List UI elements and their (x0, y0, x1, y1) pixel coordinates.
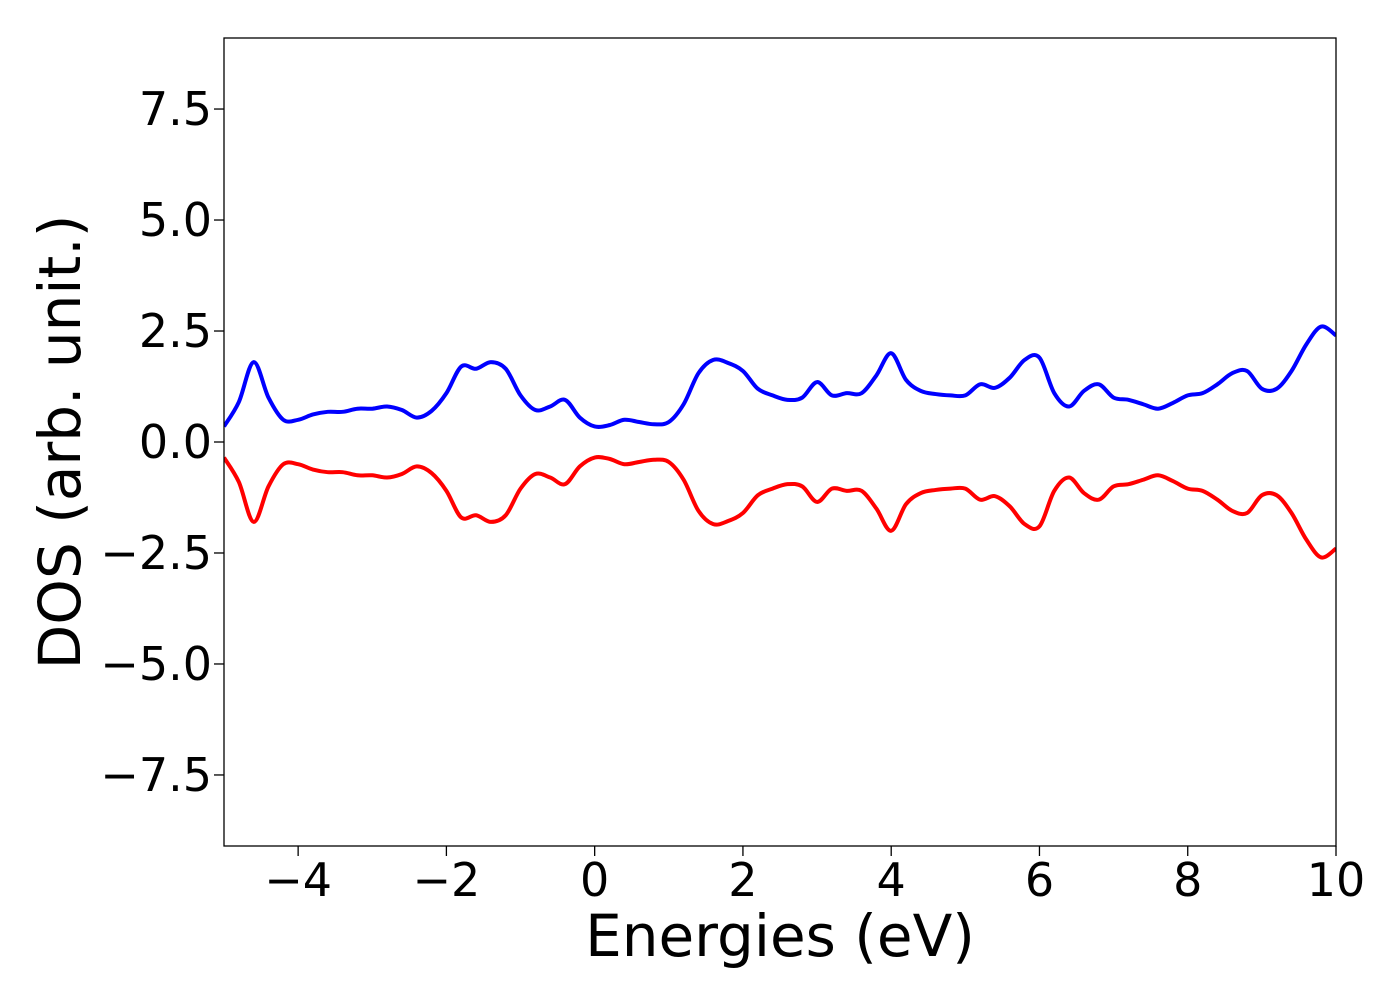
y-tick-label: 0.0 (139, 415, 212, 469)
x-tick-label: 0 (580, 853, 609, 907)
x-tick-label: −2 (412, 853, 480, 907)
x-axis: −4 −2 0 2 4 6 8 10 (264, 846, 1365, 907)
x-tick-label: 10 (1307, 853, 1366, 907)
y-tick-label: −2.5 (100, 526, 212, 580)
x-tick-label: 8 (1173, 853, 1202, 907)
y-tick-label: −7.5 (100, 748, 212, 802)
y-axis-label: DOS (arb. unit.) (26, 215, 94, 670)
x-axis-label: Energies (eV) (585, 902, 975, 970)
series-layer (224, 324, 1336, 560)
plot-background (224, 38, 1336, 846)
x-tick-label: 2 (728, 853, 757, 907)
y-tick-label: −5.0 (100, 637, 212, 691)
y-tick-label: 5.0 (139, 193, 212, 247)
y-tick-label: 2.5 (139, 304, 212, 358)
series-line-up (224, 324, 1336, 429)
x-tick-label: 4 (877, 853, 906, 907)
series-line-down (224, 455, 1336, 560)
x-tick-label: −4 (264, 853, 332, 907)
y-axis: 7.5 5.0 2.5 0.0 −2.5 −5.0 −7.5 (100, 82, 224, 802)
y-tick-label: 7.5 (139, 82, 212, 136)
x-tick-label: 6 (1025, 853, 1054, 907)
